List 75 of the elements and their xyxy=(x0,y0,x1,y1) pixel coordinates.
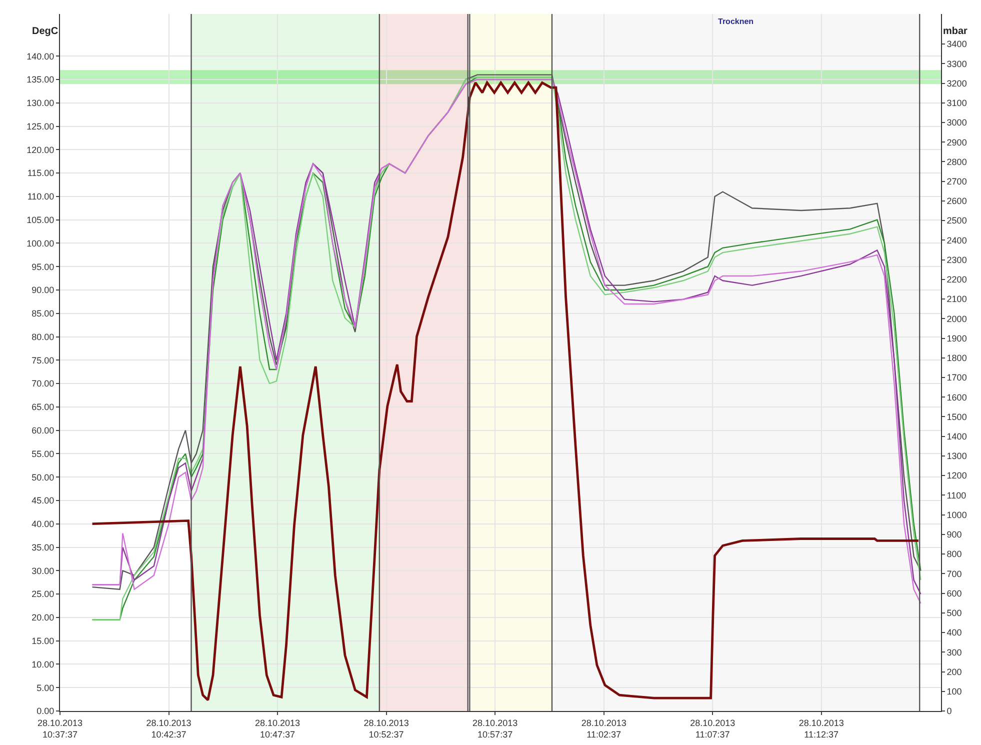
y2-tick-label: 2200 xyxy=(946,274,967,285)
y2-tick-label: 3400 xyxy=(946,39,967,50)
y2-tick-label: 700 xyxy=(946,568,962,579)
y2-tick-label: 1400 xyxy=(946,432,967,442)
y-tick-label: 140.00 xyxy=(26,51,54,62)
y2-tick-label: 1000 xyxy=(946,510,967,520)
y-tick-label: 125.00 xyxy=(26,121,54,132)
y2-tick-label: 0 xyxy=(946,706,952,716)
band-label: Trocknen xyxy=(718,17,754,26)
y2-tick-label: 2000 xyxy=(946,314,967,324)
y2-tick-label: 600 xyxy=(946,588,962,598)
y-tick-label: 40.00 xyxy=(32,519,54,530)
y-tick-label: 115.00 xyxy=(27,168,54,178)
y2-tick-label: 2400 xyxy=(946,235,967,246)
y2-tick-label: 1800 xyxy=(946,353,967,364)
y2-tick-label: 2100 xyxy=(946,294,967,304)
y2-tick-label: 3000 xyxy=(946,118,967,128)
x-tick-label: 28.10.2013 10:47:37 xyxy=(255,718,300,740)
y2-tick-label: 2800 xyxy=(946,156,967,167)
x-tick-label: 28.10.2013 10:37:37 xyxy=(37,718,83,740)
y2-tick-label: 2700 xyxy=(946,176,967,186)
y-tick-label: 60.00 xyxy=(32,425,54,436)
y-tick-label: 45.00 xyxy=(32,496,54,506)
y-tick-label: 100.00 xyxy=(26,238,54,248)
y-tick-label: 65.00 xyxy=(32,402,54,412)
y2-tick-label: 2900 xyxy=(946,137,967,148)
y2-tick-label: 900 xyxy=(946,530,962,540)
y2-tick-label: 1300 xyxy=(946,451,967,462)
y2-tick-label: 800 xyxy=(946,549,962,560)
y-tick-label: 20.00 xyxy=(32,612,54,623)
y-tick-label: 10.00 xyxy=(32,659,54,670)
x-tick-label: 28.10.2013 11:07:37 xyxy=(690,718,736,740)
x-tick-label: 28.10.2013 11:12:37 xyxy=(798,718,844,740)
y-tick-label: 5.00 xyxy=(36,682,54,693)
y2-tick-label: 100 xyxy=(946,686,962,697)
y-tick-label: 120.00 xyxy=(26,144,54,155)
y2-tick-label: 400 xyxy=(946,628,962,638)
x-tick-label: 28.10.2013 10:52:37 xyxy=(364,718,409,740)
y2-tick-label: 1700 xyxy=(946,372,967,383)
y-tick-label: 50.00 xyxy=(32,472,54,482)
y-tick-label: 25.00 xyxy=(32,589,54,600)
y2-tick-label: 2600 xyxy=(946,196,967,206)
y-tick-label: 130.00 xyxy=(26,98,54,108)
y-tick-label: 110.00 xyxy=(27,192,54,202)
y-tick-label: 95.00 xyxy=(32,262,54,272)
y-tick-label: 85.00 xyxy=(32,308,54,319)
y-tick-label: 105.00 xyxy=(26,214,54,225)
y-tick-label: 70.00 xyxy=(32,378,54,389)
y-tick-label: 75.00 xyxy=(32,355,54,366)
y-tick-label: 0.00 xyxy=(36,706,54,716)
y2-tick-label: 1200 xyxy=(946,470,967,481)
y2-tick-label: 300 xyxy=(946,647,962,658)
y2-tick-label: 3200 xyxy=(946,78,967,88)
y2-tick-label: 2500 xyxy=(946,216,967,226)
y2-tick-label: 3100 xyxy=(946,98,967,108)
y-tick-label: 15.00 xyxy=(32,636,54,646)
y2-tick-label: 1100 xyxy=(946,490,966,500)
y-axis-title: DegC xyxy=(32,26,58,37)
y2-tick-label: 1900 xyxy=(946,333,967,344)
y2-axis-title: mbar xyxy=(943,26,968,37)
x-tick-label: 28.10.2013 10:42:37 xyxy=(146,718,192,740)
y-tick-label: 35.00 xyxy=(32,542,54,552)
x-tick-label: 28.10.2013 11:02:37 xyxy=(581,718,626,740)
y-tick-label: 135.00 xyxy=(26,74,54,85)
y2-tick-label: 200 xyxy=(946,666,962,677)
y-tick-label: 30.00 xyxy=(32,566,54,576)
y2-tick-label: 1600 xyxy=(946,392,967,402)
y2-tick-label: 2300 xyxy=(946,254,967,265)
y-tick-label: 90.00 xyxy=(32,285,54,296)
y2-tick-label: 3300 xyxy=(946,58,967,69)
y-tick-label: 80.00 xyxy=(32,332,54,342)
y2-tick-label: 1500 xyxy=(946,412,967,422)
y2-tick-label: 500 xyxy=(946,608,962,618)
x-tick-label: 28.10.2013 10:57:37 xyxy=(472,718,518,740)
y-tick-label: 55.00 xyxy=(32,448,54,459)
